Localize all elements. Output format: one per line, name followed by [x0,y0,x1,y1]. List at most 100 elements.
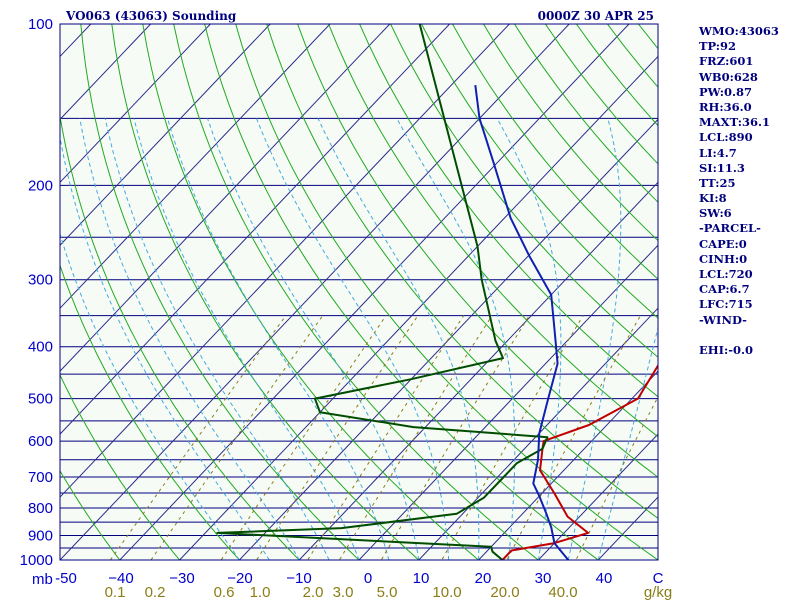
temperature-tick-label: 10 [413,570,430,587]
pressure-tick-label: 900 [28,527,53,544]
temperature-tick-labels: -50 −40 −30 −20 −10 0 10 20 30 40 C [55,570,663,587]
isotherm-line [298,181,658,560]
mixing-ratio-label: 40.0 [548,584,577,600]
pressure-tick-label: 100 [28,16,53,33]
isotherm-line [239,118,658,560]
mixing-ratio-label: 2.0 [303,584,324,600]
sounding-index-line: LCL:890 [699,130,753,145]
moist-adiabat-line [496,118,562,560]
sounding-index-line: LFC:715 [699,297,753,312]
pressure-unit-label: mb [32,571,53,588]
sounding-series [216,24,658,560]
dry-adiabat-line [80,24,360,560]
temperature-tick-label: 30 [535,570,552,587]
isotherm-line [358,244,658,560]
mixing-ratio-lines [109,315,658,560]
isotherm-line [179,55,658,560]
isotherm-line [60,24,450,435]
sounding-index-line: KI:8 [699,191,727,206]
pressure-tick-label: 200 [28,177,53,194]
sounding-index-line: -WIND- [699,312,747,327]
pressure-tick-label: 600 [28,433,53,450]
temperature-tick-label: −10 [286,570,311,587]
isotherm-line [478,370,658,560]
dry-adiabat-line [60,469,121,560]
dewpoint-trace [216,24,549,560]
temperature-tick-label: −40 [108,570,133,587]
mixing-ratio-line [575,395,658,560]
temperature-tick-label: -50 [55,570,77,587]
dry-adiabat-line [235,24,658,560]
sounding-index-line: LCL:720 [699,267,753,281]
pressure-tick-label: 800 [28,500,53,517]
sounding-index-line: MAXT:36.1 [699,115,770,130]
moist-adiabat-line [256,118,450,560]
dry-adiabat-line [297,24,658,478]
plot-area [60,24,658,560]
temperature-tick-label: 40 [596,570,613,587]
sounding-index-line: TT:25 [699,175,736,190]
isobars [60,24,658,560]
dry-adiabat-line [142,24,480,560]
isotherm-line [60,24,151,121]
dry-adiabat-line [452,24,658,280]
temperature-tick-label: 20 [475,570,492,587]
mixing-ratio-label: g/kg [644,584,672,600]
isotherm-line [60,24,391,372]
dry-adiabat-line [111,24,420,560]
mixing-ratio-line [506,315,641,560]
dry-adiabats [60,24,658,560]
mixing-ratio-line [256,315,419,560]
moist-adiabat-line [207,118,420,560]
mixing-ratio-label: 0.6 [214,584,235,600]
sounding-index-line: RH:36.0 [699,99,752,114]
dry-adiabat-line [266,24,658,519]
mixing-ratio-label: 1.0 [250,584,271,600]
dry-adiabat-line [421,24,658,319]
sounding-index-line: EHI:-0.0 [699,342,754,357]
sounding-index-line: CAP:6.7 [699,282,750,297]
moist-adiabat-line [60,232,240,560]
mixing-ratio-line [441,315,584,560]
pressure-tick-label: 1000 [20,552,53,569]
mixing-ratio-label: 10.0 [432,584,461,600]
mixing-ratio-line [150,315,324,560]
dry-adiabat-line [60,263,241,560]
temperature-tick-label: 0 [364,570,372,587]
mixing-ratio-line [220,315,387,560]
moist-adiabat-line [60,134,270,560]
sounding-index-line: SW:6 [699,206,732,221]
mixing-ratio-line [109,315,287,560]
dry-adiabat-line [390,24,658,358]
isotherm-line [60,24,570,560]
isotherm-line [418,307,658,560]
chart-title: VO063 (43063) Sounding [65,9,237,23]
mixing-ratio-label: 0.2 [145,584,166,600]
plot-frame [59,23,659,561]
sounding-index-line: WB0:628 [699,69,758,84]
sounding-index-line: TP:92 [699,39,737,54]
pressure-tick-label: 500 [28,391,53,408]
parcel-trace [474,84,570,560]
sounding-index-line [699,328,779,343]
pressure-tick-label: 300 [28,272,53,289]
pressure-tick-label: 400 [28,339,53,356]
isotherm-line [60,24,331,309]
temperature-tick-label: −20 [227,570,252,587]
sounding-index-line: LI:4.7 [699,145,737,160]
dry-adiabat-line [328,24,658,438]
isotherm-line [538,433,658,560]
moist-adiabat-line [396,118,516,560]
isotherm-line [60,24,510,498]
moist-adiabat-line [79,118,300,560]
dry-adiabat-line [359,24,658,398]
dry-adiabat-line [60,113,300,560]
moist-adiabat-line [597,325,658,560]
dry-adiabat-line [60,373,181,560]
sounding-index-line: -PARCEL- [699,221,761,236]
sounding-index-line: CAPE:0 [699,236,747,251]
mixing-ratio-label: 20.0 [490,584,519,600]
sounding-index-line: PW:0.87 [699,84,753,99]
mixing-ratio-label: 0.1 [105,584,126,600]
